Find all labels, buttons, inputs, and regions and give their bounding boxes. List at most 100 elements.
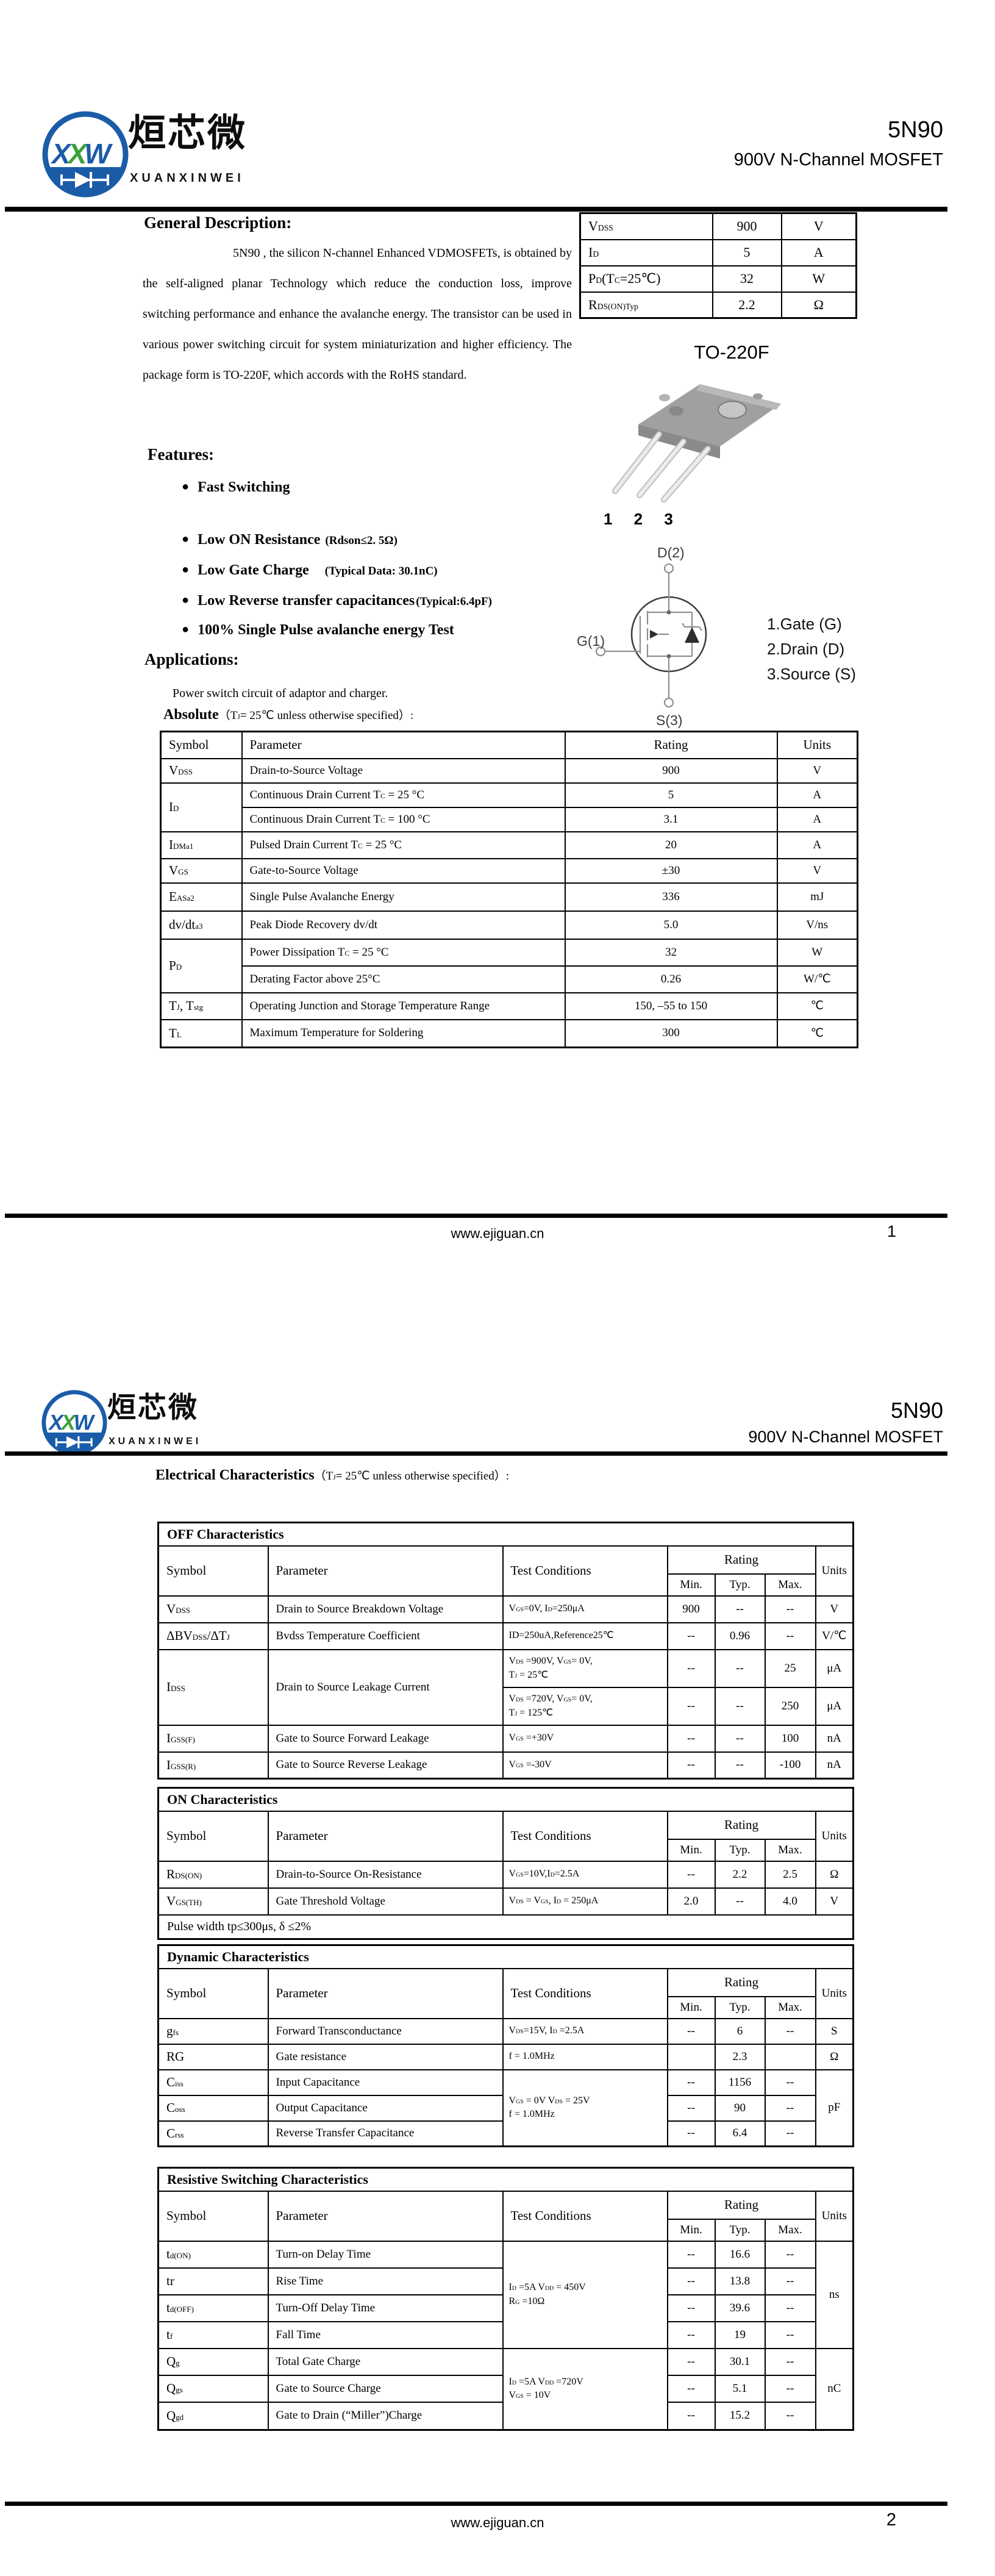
general-description-body: 5N90 , the silicon N-channel Enhanced VD… bbox=[143, 246, 572, 382]
table-cell: PD(TC=25℃) bbox=[579, 265, 713, 293]
table-cell: 25 bbox=[764, 1648, 816, 1688]
table-cell: 0.26 bbox=[564, 965, 778, 993]
table-row: Symbol Parameter Rating Units bbox=[160, 731, 858, 759]
table-cell: -- bbox=[764, 2294, 816, 2322]
table-cell: -- bbox=[764, 2267, 816, 2295]
table-cell: f = 1.0MHz bbox=[502, 2043, 668, 2070]
table-row: Coss Output Capacitance -- 90 -- bbox=[157, 2094, 854, 2122]
table-row: IGSS(F) Gate to Source Forward Leakage VGS… bbox=[157, 1724, 854, 1753]
table-row: ΔBVDSS/ΔTJ Bvdss Temperature Coefficient I… bbox=[157, 1622, 854, 1650]
table-row: IGSS(R) Gate to Source Reverse Leakage VGS… bbox=[157, 1751, 854, 1780]
table-cell: Units bbox=[815, 1545, 854, 1597]
table-cell: 100 bbox=[764, 1724, 816, 1753]
table-cell: 90 bbox=[714, 2094, 766, 2122]
table-title-row: Dynamic Characteristics bbox=[157, 1944, 854, 1969]
table-cell: Qgd bbox=[157, 2401, 269, 2431]
table-cell: -- bbox=[764, 2374, 816, 2403]
footer-rule bbox=[5, 2502, 947, 2506]
table-header-row: Symbol Parameter Test Conditions Rating Unit… bbox=[157, 2190, 854, 2242]
table-row: dv/dta3 Peak Diode Recovery dv/dt 5.0 V/ns bbox=[160, 910, 858, 940]
table-subheader-row: Min. Typ. Max. bbox=[159, 1995, 854, 2019]
table-cell: dv/dta3 bbox=[160, 910, 243, 940]
table-cell: Max. bbox=[764, 2218, 816, 2242]
table-cell bbox=[666, 2043, 716, 2070]
table-cell: Resistive Switching Characteristics bbox=[157, 2167, 854, 2192]
table-cell: ΔBVDSS/ΔTJ bbox=[157, 1622, 269, 1650]
table-row: Pulse width tp≤300μs, δ ≤2% bbox=[157, 1914, 854, 1940]
table-cell: Rating bbox=[666, 1545, 816, 1575]
table-cell: Gate to Source Charge bbox=[267, 2374, 504, 2403]
table-row: TJ, Tstg Operating Junction and Storage T… bbox=[160, 992, 858, 1020]
table-cell: Continuous Drain Current TC = 100 °C bbox=[241, 806, 566, 832]
table-row: Continuous Drain Current TC = 100 °C 3.1 A bbox=[161, 806, 858, 832]
table-cell: Crss bbox=[157, 2120, 269, 2147]
table-cell: VGS(TH) bbox=[157, 1887, 269, 1916]
table-cell: Units bbox=[815, 1967, 854, 2019]
feature-item: ● Low Reverse transfer capacitances (Typic… bbox=[182, 593, 492, 609]
table-row: TL Maximum Temperature for Soldering 300 ℃ bbox=[160, 1018, 858, 1048]
table-cell: Test Conditions bbox=[502, 1545, 668, 1597]
table-cell: 2.0 bbox=[666, 1887, 716, 1916]
table-cell: W bbox=[780, 265, 857, 293]
table-cell: 13.8 bbox=[714, 2267, 766, 2295]
table-cell: Ω bbox=[780, 291, 857, 319]
table-cell: -- bbox=[714, 1686, 766, 1726]
table-cell: Symbol bbox=[157, 2190, 269, 2242]
table-row: IDMa1 Pulsed Drain Current TC = 25 °C 20 A bbox=[160, 831, 858, 859]
gate-pin-label: G(1) bbox=[577, 633, 605, 649]
table-cell: Typ. bbox=[714, 1995, 766, 2019]
table-row: Qgd Gate to Drain (“Miller”)Charge -- 15.2-… bbox=[157, 2401, 854, 2431]
table-cell: VGS=0V, ID=250μA bbox=[502, 1595, 668, 1623]
table-cell: Pulse width tp≤300μs, δ ≤2% bbox=[157, 1914, 854, 1940]
table-cell: A bbox=[776, 806, 858, 832]
table-cell: IGSS(F) bbox=[157, 1724, 269, 1753]
table-cell: Rating bbox=[666, 1967, 816, 1997]
table-cell: -- bbox=[666, 2401, 716, 2431]
table-cell: Test Conditions bbox=[502, 1810, 668, 1862]
table-cell: VDS =900V, VGS= 0V, TJ = 25℃ bbox=[502, 1648, 668, 1688]
table-cell: Single Pulse Avalanche Energy bbox=[241, 882, 566, 912]
table-title-row: OFF Characteristics bbox=[157, 1522, 854, 1547]
table-cell: Operating Junction and Storage Temperatu… bbox=[241, 992, 566, 1020]
table-cell: Dynamic Characteristics bbox=[157, 1944, 854, 1969]
table-cell: EASa2 bbox=[160, 882, 243, 912]
table-cell: ID=250uA,Reference25℃ bbox=[502, 1622, 668, 1650]
logo-english-name: XUANXINWEI bbox=[109, 1436, 202, 1447]
table-cell: -- bbox=[666, 2240, 716, 2269]
table-cell: VGS =-30V bbox=[502, 1751, 668, 1780]
table-cell: td(OFF) bbox=[157, 2294, 269, 2322]
table-cell: 30.1 bbox=[714, 2347, 766, 2376]
footer-url[interactable]: www.ejiguan.cn bbox=[451, 2515, 544, 2530]
table-cell: -- bbox=[666, 1686, 716, 1726]
page-number: 2 bbox=[886, 2510, 896, 2530]
table-cell: Rating bbox=[666, 2190, 816, 2220]
table-cell: Max. bbox=[764, 1838, 816, 1862]
package-pin-numbers: 1 2 3 bbox=[604, 510, 682, 528]
table-cell: A bbox=[776, 831, 858, 859]
table-row: RDS(ON)Typ 2.2 Ω bbox=[579, 291, 857, 319]
table-cell: Parameter bbox=[241, 731, 566, 759]
table-cell: Ω bbox=[815, 2043, 854, 2070]
table-cell: td(ON) bbox=[157, 2240, 269, 2269]
table-cell: -- bbox=[666, 2374, 716, 2403]
source-pin-label: S(3) bbox=[656, 712, 683, 728]
table-cell: W/℃ bbox=[776, 965, 858, 993]
table-cell: W bbox=[776, 938, 858, 967]
table-row: td(ON) Turn-on Delay Time ID =5A VDD = 450… bbox=[157, 2240, 854, 2349]
table-cell: -- bbox=[764, 2320, 816, 2349]
table-cell: -- bbox=[666, 1860, 716, 1889]
table-cell: Input Capacitance bbox=[267, 2069, 504, 2096]
table-cell: Qg bbox=[157, 2347, 269, 2376]
footer-url[interactable]: www.ejiguan.cn bbox=[451, 1226, 544, 1241]
table-cell: IGSS(R) bbox=[157, 1751, 269, 1780]
pin-legend-source: 3.Source (S) bbox=[767, 665, 856, 683]
table-cell: OFF Characteristics bbox=[157, 1522, 854, 1547]
table-cell: Gate-to-Source Voltage bbox=[241, 857, 566, 884]
logo-english-name: XUANXINWEI bbox=[130, 171, 244, 185]
table-cell: Power Dissipation TC = 25 °C bbox=[241, 938, 566, 967]
general-description-heading: General Description: bbox=[144, 213, 292, 232]
drain-pin-label: D(2) bbox=[657, 545, 685, 560]
table-title-row: Resistive Switching Characteristics bbox=[157, 2167, 854, 2192]
table-cell: A bbox=[776, 782, 858, 808]
table-cell: ±30 bbox=[564, 857, 778, 884]
